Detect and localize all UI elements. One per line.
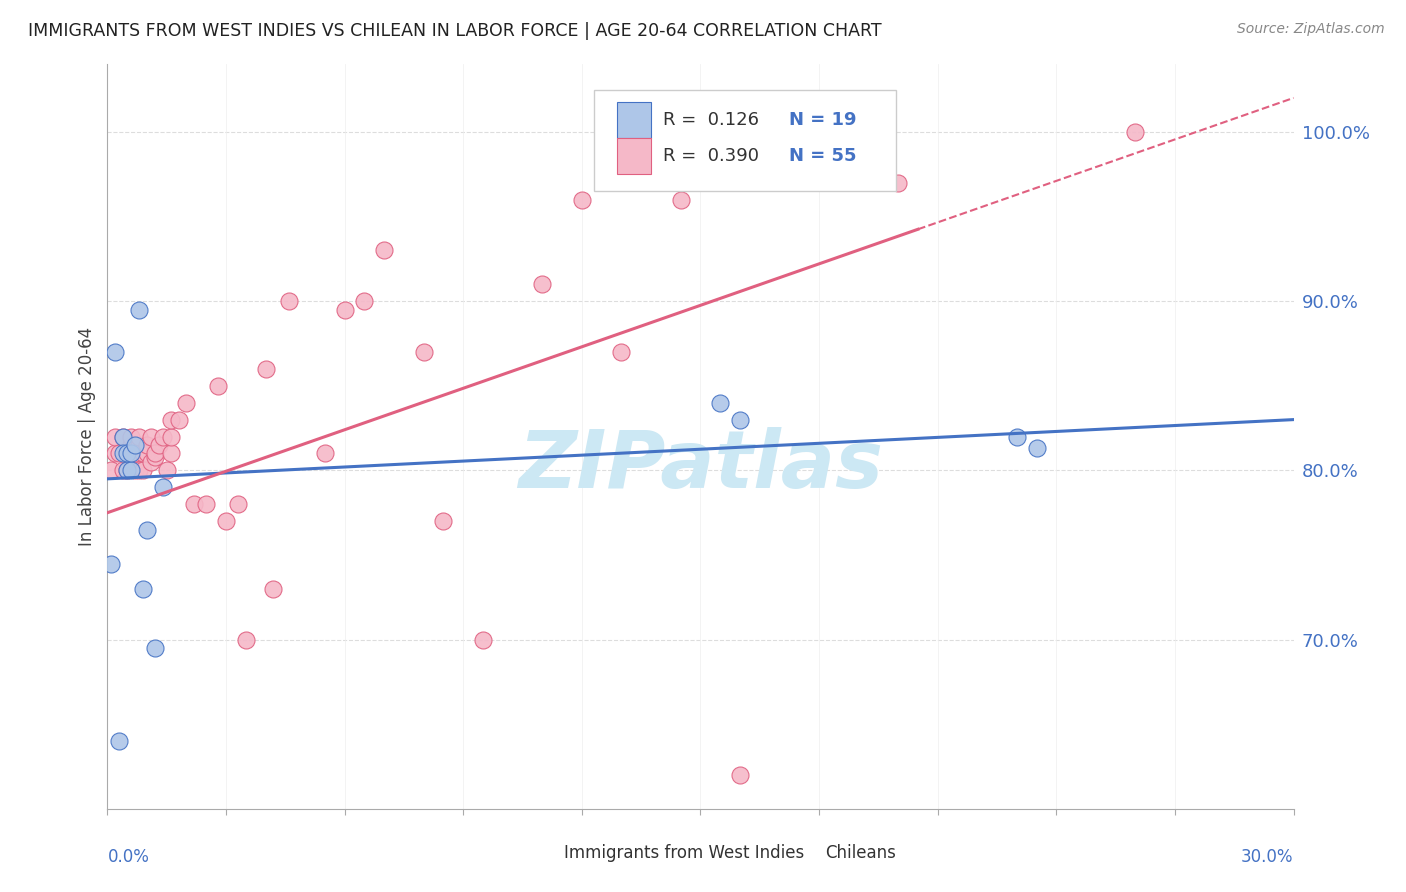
FancyBboxPatch shape [617, 102, 651, 137]
Point [1125, 125, 1147, 139]
Point [112, 429, 135, 443]
Text: IMMIGRANTS FROM WEST INDIES VS CHILEAN IN LABOR FORCE | AGE 20-64 CORRELATION CH: IMMIGRANTS FROM WEST INDIES VS CHILEAN I… [28, 22, 882, 40]
Point [120, 438, 142, 452]
Text: Immigrants from West Indies: Immigrants from West Indies [564, 844, 804, 862]
Point [143, 450, 166, 464]
Text: Chileans: Chileans [825, 844, 896, 862]
Point [115, 463, 138, 477]
Point [124, 463, 146, 477]
Point [143, 446, 166, 460]
Point [115, 446, 138, 460]
Text: Source: ZipAtlas.com: Source: ZipAtlas.com [1237, 22, 1385, 37]
Point [195, 497, 218, 511]
Point [235, 632, 257, 647]
Point [412, 344, 434, 359]
FancyBboxPatch shape [593, 90, 896, 191]
Point [132, 463, 155, 477]
Point [887, 176, 910, 190]
Point [143, 641, 166, 656]
Point [728, 768, 751, 782]
Point [104, 429, 127, 443]
Point [135, 446, 157, 460]
FancyBboxPatch shape [534, 841, 555, 865]
Point [128, 438, 150, 452]
Point [167, 412, 190, 426]
FancyBboxPatch shape [617, 137, 651, 174]
Point [1005, 429, 1028, 443]
Text: 0.0%: 0.0% [107, 848, 149, 866]
Point [112, 446, 135, 460]
Point [100, 463, 122, 477]
Point [120, 446, 142, 460]
Point [156, 463, 179, 477]
Point [176, 395, 198, 409]
Point [159, 446, 181, 460]
Point [139, 455, 162, 469]
Point [571, 193, 593, 207]
Point [132, 582, 155, 596]
Point [135, 523, 157, 537]
Point [373, 244, 395, 258]
Point [728, 412, 751, 426]
Point [139, 429, 162, 443]
Point [610, 344, 633, 359]
Point [531, 277, 554, 292]
Point [128, 429, 150, 443]
Point [353, 294, 375, 309]
Point [112, 463, 135, 477]
Point [333, 302, 356, 317]
Point [108, 734, 131, 748]
Point [120, 429, 142, 443]
Point [314, 446, 336, 460]
Text: ZIPatlas: ZIPatlas [517, 427, 883, 506]
Point [159, 412, 181, 426]
Point [1025, 442, 1047, 456]
Point [472, 632, 495, 647]
Text: R =  0.126: R = 0.126 [662, 111, 758, 129]
Point [115, 463, 138, 477]
Point [278, 294, 301, 309]
Point [207, 378, 229, 392]
Point [215, 514, 238, 528]
Point [108, 446, 131, 460]
Y-axis label: In Labor Force | Age 20-64: In Labor Force | Age 20-64 [79, 327, 96, 546]
Point [124, 446, 146, 460]
Text: 30.0%: 30.0% [1241, 848, 1294, 866]
FancyBboxPatch shape [796, 841, 817, 865]
Text: R =  0.390: R = 0.390 [662, 146, 758, 165]
Point [104, 344, 127, 359]
Point [709, 395, 731, 409]
Point [104, 446, 127, 460]
Point [152, 480, 174, 494]
Point [159, 429, 181, 443]
Point [120, 463, 142, 477]
Point [128, 302, 150, 317]
Point [226, 497, 249, 511]
Point [669, 193, 692, 207]
Point [152, 429, 174, 443]
Point [115, 446, 138, 460]
Point [132, 446, 155, 460]
Point [183, 497, 205, 511]
Point [135, 438, 157, 452]
Point [128, 463, 150, 477]
Point [432, 514, 454, 528]
Point [254, 361, 277, 376]
Point [262, 582, 284, 596]
Text: N = 19: N = 19 [789, 111, 856, 129]
Point [148, 438, 170, 452]
Point [112, 429, 135, 443]
Point [124, 455, 146, 469]
Point [124, 438, 146, 452]
Point [100, 557, 122, 571]
Text: N = 55: N = 55 [789, 146, 856, 165]
